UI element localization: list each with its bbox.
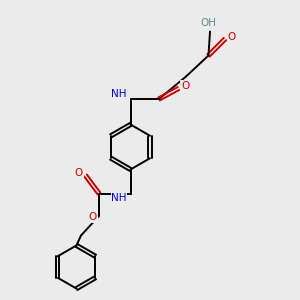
Text: O: O bbox=[181, 80, 189, 91]
Text: O: O bbox=[75, 167, 83, 178]
Text: O: O bbox=[227, 32, 236, 43]
Text: NH: NH bbox=[111, 89, 127, 100]
Text: NH: NH bbox=[111, 193, 127, 203]
Text: OH: OH bbox=[200, 18, 217, 28]
Text: O: O bbox=[89, 212, 97, 223]
